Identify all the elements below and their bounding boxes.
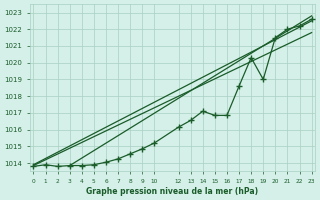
X-axis label: Graphe pression niveau de la mer (hPa): Graphe pression niveau de la mer (hPa)	[86, 187, 259, 196]
